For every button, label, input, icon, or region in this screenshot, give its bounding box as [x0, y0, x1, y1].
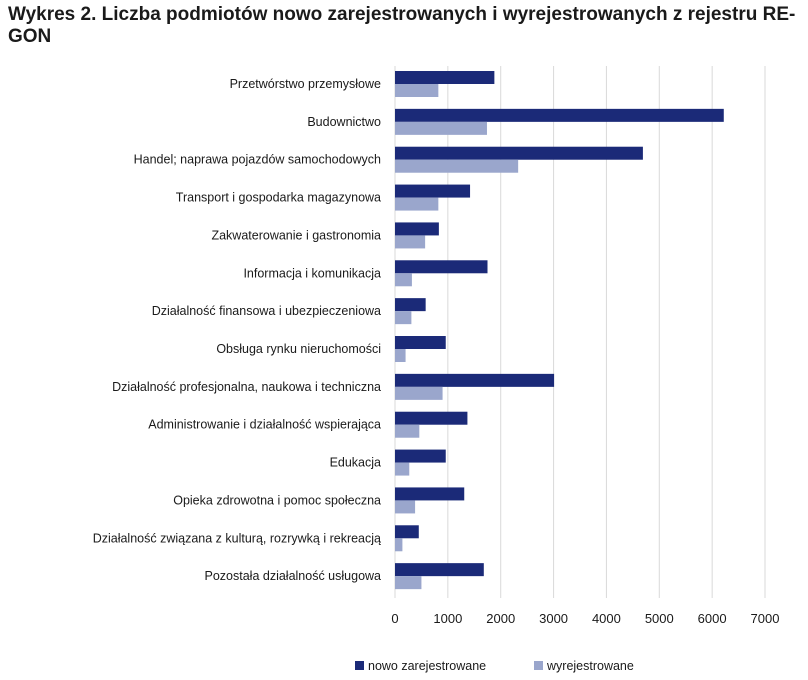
x-tick-label: 5000: [645, 611, 674, 626]
bar-registered: [395, 260, 488, 274]
legend: nowo zarejestrowane wyrejestrowane: [355, 659, 634, 673]
bar-registered: [395, 411, 468, 425]
bar-deregistered: [395, 462, 410, 476]
x-tick-label: 2000: [486, 611, 515, 626]
x-tick-label: 1000: [433, 611, 462, 626]
bar-registered: [395, 146, 643, 160]
x-tick-label: 7000: [751, 611, 780, 626]
bar-registered: [395, 487, 465, 501]
bar-deregistered: [395, 121, 487, 135]
bar-deregistered: [395, 235, 426, 249]
legend-swatch: [355, 661, 364, 670]
bar-deregistered: [395, 273, 412, 287]
category-label: Zakwaterowanie i gastronomia: [211, 228, 381, 242]
gridlines: [394, 66, 766, 598]
bar-registered: [395, 298, 426, 312]
bar-registered: [395, 184, 471, 198]
category-labels: Przetwórstwo przemysłowe Budownictwo Hande…: [93, 77, 381, 583]
bar-deregistered: [395, 84, 439, 97]
bars: [395, 71, 724, 590]
tick-labels: 0 1000 2000 3000 4000 5000 6000 7000: [391, 611, 779, 626]
bar-registered: [395, 222, 439, 236]
chart-title: Wykres 2. Liczba podmiotów nowo zarejest…: [8, 4, 796, 47]
bar-deregistered: [395, 538, 403, 552]
bar-registered: [395, 449, 446, 463]
category-label: Informacja i komunikacja: [243, 266, 381, 280]
bar-deregistered: [395, 349, 406, 362]
legend-swatch: [534, 661, 543, 670]
bar-deregistered: [395, 386, 443, 400]
category-label: Administrowanie i działalność wspierając…: [148, 418, 381, 432]
x-tick-label: 4000: [592, 611, 621, 626]
category-label: Działalność związana z kulturą, rozrywką…: [93, 531, 381, 545]
legend-label: wyrejestrowane: [546, 659, 634, 673]
bar-registered: [395, 336, 446, 349]
bar-deregistered: [395, 500, 416, 514]
bar-deregistered: [395, 197, 439, 211]
legend-label: nowo zarejestrowane: [368, 659, 486, 673]
category-label: Opieka zdrowotna i pomoc społeczna: [173, 493, 381, 507]
bar-registered: [395, 108, 724, 122]
bar-registered: [395, 525, 419, 539]
bar-registered: [395, 71, 495, 84]
category-label: Budownictwo: [307, 115, 381, 129]
bar-deregistered: [395, 311, 412, 325]
bar-registered: [395, 373, 555, 387]
category-label: Handel; naprawa pojazdów samochodowych: [134, 153, 381, 167]
category-label: Edukacja: [330, 456, 381, 470]
category-label: Przetwórstwo przemysłowe: [230, 77, 381, 91]
category-label: Działalność finansowa i ubezpieczeniowa: [152, 304, 381, 318]
bar-registered: [395, 563, 484, 577]
category-label: Pozostała działalność usługowa: [205, 569, 382, 583]
bar-deregistered: [395, 576, 422, 590]
bar-deregistered: [395, 159, 519, 173]
x-tick-label: 6000: [698, 611, 727, 626]
x-tick-label: 3000: [539, 611, 568, 626]
category-label: Działalność profesjonalna, naukowa i tec…: [112, 380, 381, 394]
bar-deregistered: [395, 424, 420, 438]
category-label: Obsługa rynku nieruchomości: [216, 342, 381, 356]
x-tick-label: 0: [391, 611, 398, 626]
category-label: Transport i gospodarka magazynowa: [176, 191, 381, 205]
